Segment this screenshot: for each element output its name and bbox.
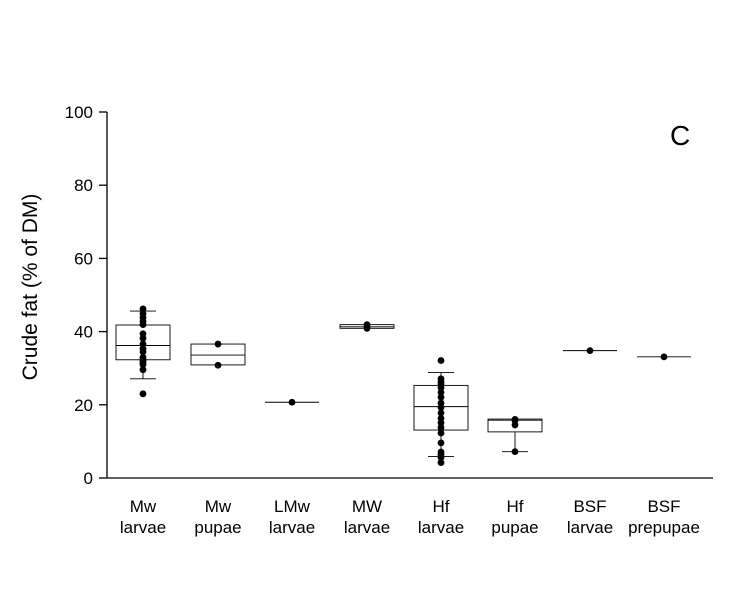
category-label-line2: larvae	[344, 518, 390, 537]
category-label-line1: Mw	[205, 497, 232, 516]
y-tick-label: 40	[74, 323, 93, 342]
y-tick-label: 0	[84, 469, 93, 488]
y-tick-label: 60	[74, 249, 93, 268]
category-label-line1: Mw	[130, 497, 157, 516]
category-label-line1: BSF	[573, 497, 606, 516]
data-point	[139, 310, 147, 318]
y-axis-ticks: 0 20 40 60 80 100	[65, 103, 107, 488]
category-label-line1: MW	[352, 497, 382, 516]
data-point	[437, 414, 445, 422]
box-group	[487, 416, 543, 456]
data-point	[437, 388, 445, 396]
box-group	[339, 321, 395, 332]
data-point	[437, 393, 445, 401]
category-label-line2: larvae	[269, 518, 315, 537]
category-label-line2: larvae	[418, 518, 464, 537]
axes	[106, 112, 713, 479]
data-point	[437, 448, 445, 456]
data-point	[437, 459, 445, 467]
box-group	[563, 347, 617, 355]
data-point	[437, 424, 445, 431]
data-point	[139, 305, 147, 313]
data-point	[139, 340, 147, 348]
category-label-line2: pupae	[491, 518, 538, 537]
data-point	[437, 429, 445, 437]
boxes	[115, 305, 691, 467]
data-point	[437, 399, 445, 407]
category-label-line2: prepupae	[628, 518, 700, 537]
category-label-line1: Hf	[507, 497, 524, 516]
box-group	[265, 398, 319, 406]
data-point	[437, 375, 445, 383]
panel-label: C	[670, 120, 690, 151]
data-point	[214, 340, 222, 348]
data-point	[511, 448, 519, 456]
x-axis-labels: Mw larvae Mw pupae LMw larvae MW larvae Hf larvae…	[120, 497, 700, 537]
data-point	[437, 439, 445, 447]
box-group	[190, 340, 246, 369]
y-tick-label: 80	[74, 176, 93, 195]
data-point	[139, 330, 147, 338]
data-point	[363, 321, 371, 329]
data-point	[437, 357, 445, 364]
category-label-line2: larvae	[567, 518, 613, 537]
data-point	[511, 416, 519, 423]
y-tick-label: 20	[74, 396, 93, 415]
box-group	[115, 305, 171, 398]
y-axis-label: Crude fat (% of DM)	[19, 194, 42, 381]
data-point	[288, 398, 296, 406]
category-label-line2: pupae	[194, 518, 241, 537]
data-point	[660, 353, 668, 361]
data-point	[437, 409, 445, 417]
data-point	[139, 390, 147, 398]
box-group	[413, 357, 469, 467]
category-label-line1: Hf	[433, 497, 450, 516]
y-tick-label: 100	[65, 103, 93, 122]
data-point	[139, 353, 147, 361]
category-label-line1: LMw	[274, 497, 311, 516]
box-group	[637, 353, 691, 361]
data-point	[139, 366, 147, 374]
data-point	[586, 347, 594, 355]
data-point	[139, 345, 147, 353]
category-label-line2: larvae	[120, 518, 166, 537]
data-point	[214, 361, 222, 369]
category-label-line1: BSF	[647, 497, 680, 516]
